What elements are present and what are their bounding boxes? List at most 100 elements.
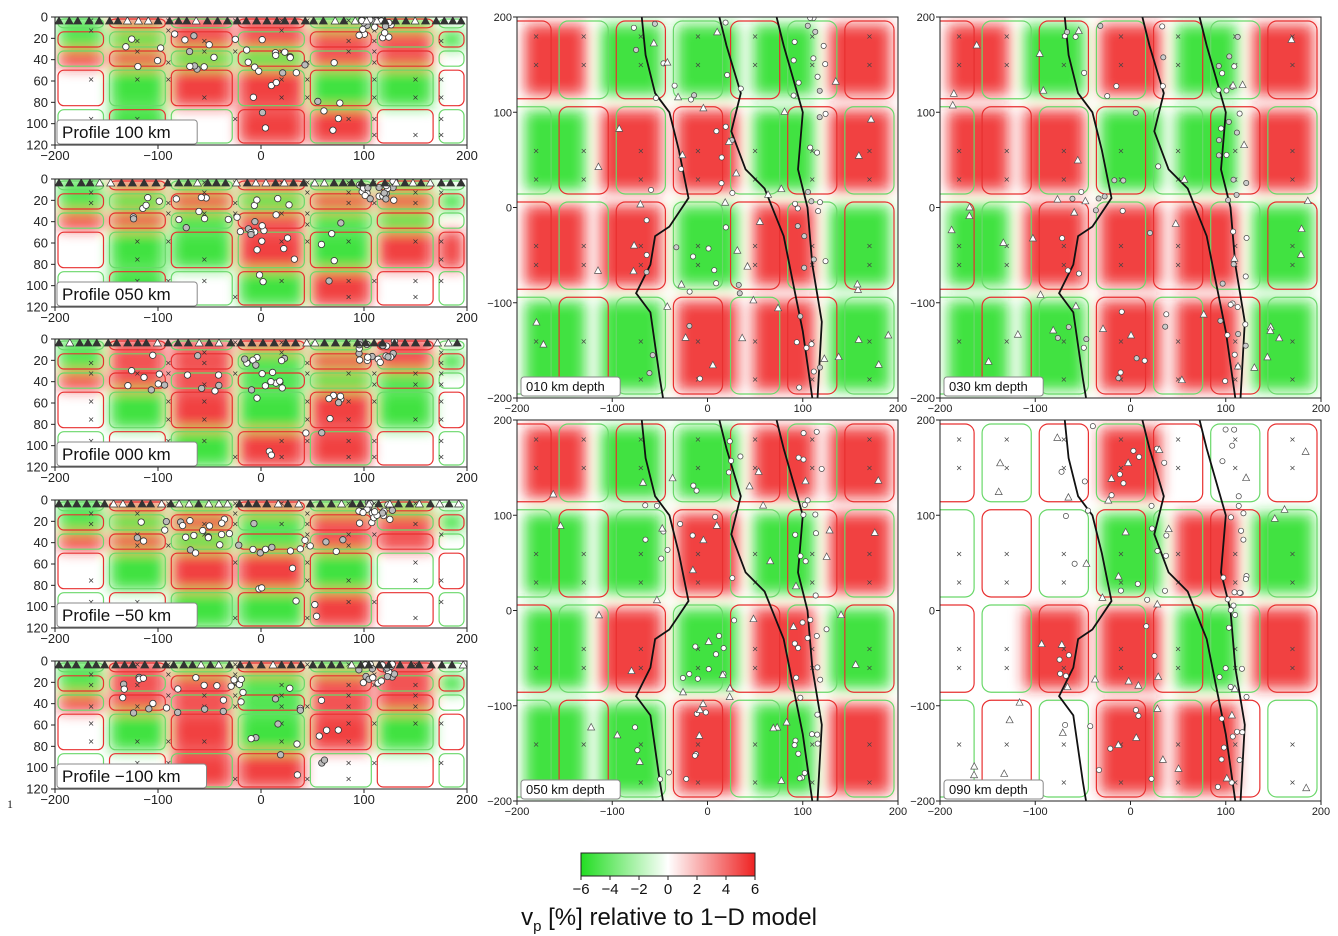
station-marker bbox=[302, 339, 312, 347]
contour-cell bbox=[517, 20, 552, 100]
hypocenter bbox=[1085, 507, 1091, 514]
hypocenter bbox=[702, 709, 709, 716]
anomaly-cell bbox=[753, 25, 814, 95]
anomaly-cell bbox=[59, 30, 103, 48]
depth-slice-map: ××××××××××××××××××××××××××××××××××××××××… bbox=[487, 12, 907, 415]
grid-node-marker: × bbox=[345, 16, 352, 25]
hypocenter bbox=[1159, 83, 1166, 90]
contour-cell bbox=[57, 713, 105, 751]
station-marker bbox=[439, 17, 449, 25]
profile-label: Profile −50 km bbox=[62, 606, 171, 625]
hypocenter bbox=[1217, 317, 1224, 324]
grid-node-marker: × bbox=[1175, 375, 1182, 384]
hypocenter bbox=[1072, 33, 1079, 40]
hypocenter bbox=[657, 776, 664, 783]
station-marker bbox=[593, 266, 603, 274]
hypocenter bbox=[822, 61, 829, 68]
hypocenter bbox=[1132, 109, 1139, 116]
profile-label: Profile 050 km bbox=[62, 285, 171, 304]
anomaly-cell bbox=[239, 108, 304, 144]
station-marker bbox=[161, 661, 171, 669]
anomaly-cell bbox=[1100, 25, 1161, 95]
contour-cell bbox=[517, 509, 552, 598]
hypocenter bbox=[211, 387, 219, 395]
grid-node-marker: × bbox=[1003, 664, 1010, 673]
hypocenter bbox=[200, 215, 209, 223]
grid-node-marker: × bbox=[304, 188, 311, 197]
velocity-anomaly-field bbox=[948, 25, 1313, 390]
hypocenter bbox=[802, 558, 809, 565]
contour-cell bbox=[57, 353, 105, 370]
grid-node-marker: × bbox=[533, 549, 540, 558]
grid-node-marker: × bbox=[412, 680, 419, 689]
depth-tick-label: 120 bbox=[26, 621, 48, 636]
grid-node-marker: × bbox=[1289, 778, 1296, 787]
hypocenter bbox=[1058, 468, 1065, 475]
station-marker bbox=[116, 179, 127, 187]
grid-node-marker: × bbox=[88, 576, 95, 585]
hypocenter bbox=[813, 428, 820, 435]
contour-cell bbox=[1152, 296, 1204, 395]
hypocenter bbox=[1159, 23, 1166, 30]
station-marker bbox=[251, 17, 262, 25]
distance-axis: −200 −100 0 100 200 bbox=[40, 307, 478, 325]
hypocenter bbox=[243, 46, 251, 54]
contour-cell bbox=[1267, 509, 1318, 598]
anomaly-cell bbox=[239, 18, 304, 29]
distance-tick-label: 100 bbox=[353, 310, 375, 325]
grid-node-marker: × bbox=[438, 397, 445, 406]
contour-cell bbox=[981, 604, 1032, 693]
hypocenter bbox=[215, 381, 223, 389]
hypocenter bbox=[139, 537, 148, 545]
grid-node-marker: × bbox=[1003, 549, 1010, 558]
grid-node-marker: × bbox=[371, 680, 378, 689]
grid-node-marker: × bbox=[1175, 549, 1182, 558]
station-marker bbox=[1134, 680, 1143, 689]
easting-tick-label: 0 bbox=[704, 403, 710, 415]
stray-mark: 1 bbox=[7, 797, 13, 811]
station-marker bbox=[84, 17, 94, 25]
station-marker bbox=[140, 661, 150, 669]
grid-node-marker: × bbox=[278, 26, 285, 35]
grid-node-marker: × bbox=[134, 36, 141, 45]
anomaly-cell bbox=[110, 69, 165, 107]
hypocenter bbox=[1239, 729, 1246, 736]
station-marker bbox=[1074, 26, 1083, 34]
contour-cell bbox=[108, 31, 166, 48]
anomaly-cell bbox=[829, 301, 890, 390]
grid-node-marker: × bbox=[278, 691, 285, 700]
grid-node-marker: × bbox=[232, 452, 239, 461]
hypocenter bbox=[816, 87, 823, 94]
station-marker bbox=[947, 225, 956, 234]
distance-tick-label: 0 bbox=[257, 470, 264, 485]
hypocenter bbox=[174, 685, 182, 693]
anomaly-cell bbox=[311, 591, 371, 627]
hypocenter bbox=[797, 553, 804, 559]
anomaly-cell bbox=[677, 110, 738, 190]
station-marker bbox=[341, 339, 351, 347]
hypocenter bbox=[810, 55, 817, 62]
grid-node-marker: × bbox=[752, 778, 759, 787]
distance-tick-label: 200 bbox=[456, 470, 478, 485]
contour-cell bbox=[787, 106, 838, 195]
grid-node-marker: × bbox=[752, 740, 759, 749]
contour-cell bbox=[438, 713, 465, 751]
grid-node-marker: × bbox=[371, 75, 378, 84]
grid-node-marker: × bbox=[201, 380, 208, 389]
hypocenter bbox=[1134, 580, 1141, 587]
grid-node-marker: × bbox=[88, 397, 95, 406]
grid-node-marker: × bbox=[345, 47, 352, 56]
contour-cell bbox=[237, 713, 305, 751]
anomaly-cell bbox=[172, 513, 232, 531]
contour-cell bbox=[237, 753, 305, 788]
station-marker bbox=[1000, 769, 1009, 777]
hypocenter bbox=[1215, 63, 1222, 69]
hypocenter bbox=[1120, 177, 1127, 184]
anomaly-cell bbox=[110, 552, 165, 590]
velocity-anomaly-field bbox=[59, 501, 463, 627]
contour-cell bbox=[237, 231, 305, 269]
easting-tick-label: 0 bbox=[1127, 403, 1133, 415]
station-marker bbox=[866, 114, 876, 123]
contour-cell bbox=[170, 391, 233, 429]
station-marker bbox=[698, 699, 708, 707]
